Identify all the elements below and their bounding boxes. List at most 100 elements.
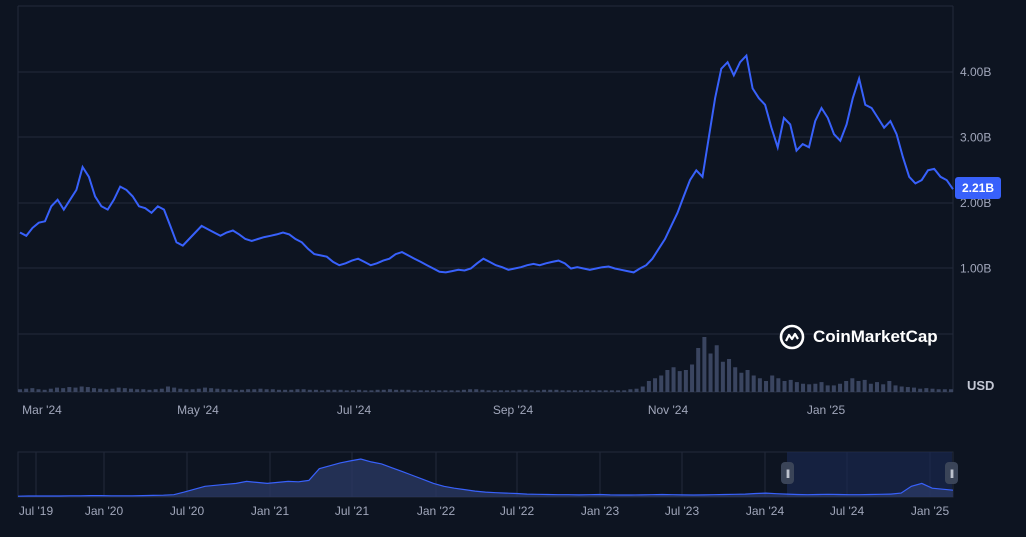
volume-bar [702, 337, 707, 392]
y-tick-label: 1.00B [960, 262, 991, 276]
volume-bar [91, 388, 96, 392]
volume-bar [659, 375, 664, 392]
volume-bar [215, 388, 220, 392]
volume-bar [61, 388, 66, 392]
volume-bar [782, 381, 787, 392]
volume-bar [196, 388, 201, 392]
volume-bar [831, 385, 836, 392]
volume-bar [690, 364, 695, 392]
volume-bar [54, 387, 59, 392]
volume-bar [36, 389, 41, 392]
volume-bar [135, 389, 140, 392]
volume-bar [381, 389, 386, 392]
volume-bar [498, 390, 503, 392]
y-tick-label: 3.00B [960, 131, 991, 145]
range-handle-right[interactable]: || [945, 462, 958, 484]
volume-bar [794, 382, 799, 392]
volume-bar [153, 389, 158, 392]
volume-bar [819, 382, 824, 392]
volume-bar [776, 378, 781, 392]
volume-bar [239, 389, 244, 392]
volume-bar [79, 386, 84, 392]
navigator-tick-label: Jul '20 [170, 504, 205, 518]
volume-bar [609, 390, 614, 392]
volume-bar [184, 389, 189, 392]
x-tick-label: Nov '24 [648, 403, 689, 417]
volume-bar [85, 387, 90, 392]
volume-bar [905, 387, 910, 392]
navigator-area [18, 459, 953, 497]
volume-bar [807, 384, 812, 392]
volume-bar [406, 389, 411, 392]
volume-bar [276, 389, 281, 392]
volume-bar [868, 383, 873, 392]
volume-bar [369, 390, 374, 392]
volume-bar [887, 381, 892, 392]
volume-bar [295, 389, 300, 392]
volume-bar [246, 389, 251, 392]
volume-bar [653, 378, 658, 392]
volume-bar [560, 390, 565, 392]
volume-bar [634, 388, 639, 392]
volume-bar [159, 388, 164, 392]
navigator-tick-label: Jan '24 [746, 504, 785, 518]
y-axis-ticks: 1.00B 2.00B 3.00B 4.00B [960, 65, 991, 276]
volume-bar [881, 384, 886, 392]
volume-bar [363, 390, 368, 392]
volume-bar [930, 388, 935, 392]
range-handle-left[interactable]: || [781, 462, 794, 484]
navigator-tick-label: Jan '21 [251, 504, 290, 518]
main-price-chart[interactable]: 1.00B 2.00B 3.00B 4.00B Mar '24 May '24 Jul '… [0, 0, 1026, 420]
volume-bar [714, 345, 719, 392]
volume-bar [825, 385, 830, 392]
volume-bar [862, 379, 867, 392]
volume-bar [529, 390, 534, 392]
volume-bar [770, 375, 775, 392]
volume-bar [727, 359, 732, 392]
navigator-tick-label: Jul '24 [830, 504, 865, 518]
volume-bar [104, 389, 109, 392]
volume-bar [73, 387, 78, 392]
volume-bar [418, 390, 423, 392]
volume-bar [128, 388, 133, 392]
volume-bar [844, 381, 849, 392]
volume-bar [936, 389, 941, 392]
range-navigator[interactable]: Jul '19 Jan '20 Jul '20 Jan '21 Jul '21 Jan '… [0, 448, 1026, 537]
volume-bar [585, 390, 590, 392]
volume-bar [622, 390, 627, 392]
volume-bar [924, 388, 929, 392]
volume-bar [751, 375, 756, 392]
volume-bar [850, 378, 855, 392]
volume-bar [548, 389, 553, 392]
volume-bar [671, 367, 676, 392]
volume-bar [326, 389, 331, 392]
x-tick-label: Sep '24 [493, 403, 534, 417]
volume-bar [332, 389, 337, 392]
volume-bar [788, 379, 793, 392]
volume-bar [665, 370, 670, 392]
volume-bar [856, 381, 861, 392]
volume-bar [486, 390, 491, 392]
volume-bar [579, 390, 584, 392]
volume-bar [646, 381, 651, 392]
navigator-tick-label: Jul '19 [19, 504, 54, 518]
navigator-tick-label: Jan '22 [417, 504, 456, 518]
navigator-tick-label: Jul '22 [500, 504, 535, 518]
volume-bar [757, 378, 762, 392]
navigator-tick-label: Jul '23 [665, 504, 700, 518]
volume-bar [597, 390, 602, 392]
volume-bar [400, 389, 405, 392]
volume-bar [147, 389, 152, 392]
volume-bar [745, 370, 750, 392]
volume-bar [523, 389, 528, 392]
x-tick-label: Jul '24 [337, 403, 372, 417]
volume-bar [301, 389, 306, 392]
volume-bar [683, 370, 688, 392]
volume-bar [338, 389, 343, 392]
volume-bar [252, 389, 257, 392]
volume-bar [233, 389, 238, 392]
volume-bar [628, 389, 633, 392]
volume-bar [437, 390, 442, 392]
x-tick-label: Jan '25 [807, 403, 846, 417]
volume-bar [209, 388, 214, 392]
